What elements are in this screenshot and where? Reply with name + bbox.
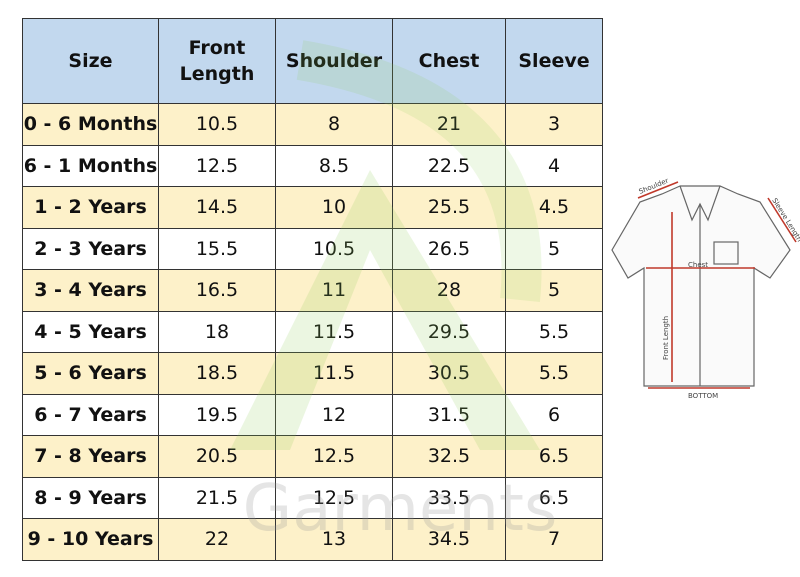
table-cell: 6.5 (505, 435, 603, 478)
header-cell: Shoulder (275, 18, 393, 104)
table-row: 6 - 7 Years 19.5 12 31.5 6 (22, 393, 603, 436)
table-row: 2 - 3 Years 15.5 10.5 26.5 5 (22, 227, 603, 270)
header-cell: Size (22, 18, 159, 104)
sleeve-arrow (767, 197, 797, 243)
table-cell: 34.5 (392, 518, 506, 561)
table-cell: 4 (505, 144, 603, 187)
table-cell: 6.5 (505, 476, 603, 519)
table-cell: 18.5 (158, 352, 276, 395)
table-cell: 12.5 (275, 476, 393, 519)
table-cell: 2 - 3 Years (22, 227, 159, 270)
table-cell: 18 (158, 310, 276, 353)
table-cell: 10.5 (158, 103, 276, 146)
table-cell: 8 (275, 103, 393, 146)
table-body: 0 - 6 Months 10.5 8 21 3 6 - 1 Months 12.5 8.5 2… (22, 103, 603, 561)
table-cell: 8 - 9 Years (22, 476, 159, 519)
table-cell: 11.5 (275, 352, 393, 395)
table-cell: 5.5 (505, 310, 603, 353)
table-cell: 6 - 1 Months (22, 144, 159, 187)
table-cell: 6 - 7 Years (22, 393, 159, 436)
table-cell: 25.5 (392, 186, 506, 229)
header-cell: Chest (392, 18, 506, 104)
table-row: 6 - 1 Months 12.5 8.5 22.5 4 (22, 144, 603, 187)
table-cell: 29.5 (392, 310, 506, 353)
shoulder-arrow (637, 181, 679, 199)
pocket (713, 241, 739, 265)
table-cell: 15.5 (158, 227, 276, 270)
table-cell: 0 - 6 Months (22, 103, 159, 146)
table-cell: 11 (275, 269, 393, 312)
table-cell: 26.5 (392, 227, 506, 270)
table-cell: 33.5 (392, 476, 506, 519)
header-cell: Sleeve (505, 18, 603, 104)
table-cell: 28 (392, 269, 506, 312)
shirt-outline (611, 185, 791, 387)
table-cell: 9 - 10 Years (22, 518, 159, 561)
table-row: 5 - 6 Years 18.5 11.5 30.5 5.5 (22, 352, 603, 395)
table-cell: 22.5 (392, 144, 506, 187)
table-cell: 7 - 8 Years (22, 435, 159, 478)
table-cell: 5 (505, 269, 603, 312)
table-cell: 31.5 (392, 393, 506, 436)
table-cell: 22 (158, 518, 276, 561)
table-cell: 4 - 5 Years (22, 310, 159, 353)
table-cell: 12.5 (275, 435, 393, 478)
table-cell: 4.5 (505, 186, 603, 229)
table-cell: 10 (275, 186, 393, 229)
table-cell: 3 (505, 103, 603, 146)
header-row: Size Front Length Shoulder Chest Sleeve (22, 18, 603, 104)
table-row: 4 - 5 Years 18 11.5 29.5 5.5 (22, 310, 603, 353)
table-cell: 6 (505, 393, 603, 436)
table-cell: 20.5 (158, 435, 276, 478)
table-cell: 14.5 (158, 186, 276, 229)
size-table: Size Front Length Shoulder Chest Sleeve 0 - … (22, 18, 603, 561)
table-cell: 19.5 (158, 393, 276, 436)
header-cell: Front Length (158, 18, 276, 104)
table-row: 8 - 9 Years 21.5 12.5 33.5 6.5 (22, 476, 603, 519)
table-row: 7 - 8 Years 20.5 12.5 32.5 6.5 (22, 435, 603, 478)
table-cell: 12.5 (158, 144, 276, 187)
shirt-diagram: Chest BOTTOM Front Length Shoulder Sleev… (611, 177, 800, 400)
table-cell: 32.5 (392, 435, 506, 478)
table-cell: 3 - 4 Years (22, 269, 159, 312)
table-cell: 5.5 (505, 352, 603, 395)
table-cell: 10.5 (275, 227, 393, 270)
bottom-label: BOTTOM (688, 392, 718, 400)
table-row: 3 - 4 Years 16.5 11 28 5 (22, 269, 603, 312)
table-cell: 7 (505, 518, 603, 561)
table-row: 1 - 2 Years 14.5 10 25.5 4.5 (22, 186, 603, 229)
chest-label: Chest (688, 261, 708, 269)
table-cell: 1 - 2 Years (22, 186, 159, 229)
table-cell: 8.5 (275, 144, 393, 187)
table-cell: 21.5 (158, 476, 276, 519)
table-row: 0 - 6 Months 10.5 8 21 3 (22, 103, 603, 146)
table-cell: 30.5 (392, 352, 506, 395)
table-cell: 21 (392, 103, 506, 146)
table-cell: 16.5 (158, 269, 276, 312)
table-cell: 13 (275, 518, 393, 561)
table-cell: 5 (505, 227, 603, 270)
table-cell: 12 (275, 393, 393, 436)
front-length-label: Front Length (662, 316, 670, 360)
table-row: 9 - 10 Years 22 13 34.5 7 (22, 518, 603, 561)
table-cell: 5 - 6 Years (22, 352, 159, 395)
table-cell: 11.5 (275, 310, 393, 353)
